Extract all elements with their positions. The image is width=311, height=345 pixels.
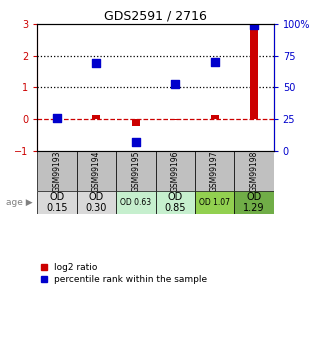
Title: GDS2591 / 2716: GDS2591 / 2716 xyxy=(104,10,207,23)
Bar xyxy=(234,151,274,191)
Text: OD 1.07: OD 1.07 xyxy=(199,198,230,207)
Text: GSM99198: GSM99198 xyxy=(249,150,258,191)
Bar xyxy=(37,191,77,214)
Bar xyxy=(250,29,258,119)
Bar xyxy=(171,119,179,120)
Bar xyxy=(211,115,219,119)
Text: GSM99195: GSM99195 xyxy=(131,150,140,191)
Bar xyxy=(77,191,116,214)
Bar xyxy=(156,191,195,214)
Text: GSM99197: GSM99197 xyxy=(210,150,219,191)
Text: GSM99193: GSM99193 xyxy=(53,150,62,191)
Bar xyxy=(37,151,77,191)
Text: OD
1.29: OD 1.29 xyxy=(243,192,265,213)
Bar xyxy=(195,191,234,214)
Bar xyxy=(92,115,100,119)
Bar xyxy=(234,191,274,214)
Text: OD
0.85: OD 0.85 xyxy=(165,192,186,213)
Legend: log2 ratio, percentile rank within the sample: log2 ratio, percentile rank within the s… xyxy=(42,263,207,284)
Bar xyxy=(116,191,156,214)
Point xyxy=(173,81,178,86)
Point xyxy=(252,23,257,28)
Text: OD
0.30: OD 0.30 xyxy=(86,192,107,213)
Bar xyxy=(195,151,234,191)
Point xyxy=(133,139,138,145)
Point xyxy=(54,115,59,120)
Bar xyxy=(116,151,156,191)
Text: OD 0.63: OD 0.63 xyxy=(120,198,151,207)
Bar xyxy=(132,119,140,126)
Bar xyxy=(53,119,61,121)
Bar xyxy=(156,151,195,191)
Text: age ▶: age ▶ xyxy=(6,198,33,207)
Point xyxy=(94,61,99,66)
Point xyxy=(212,59,217,65)
Text: GSM99196: GSM99196 xyxy=(171,150,180,191)
Bar xyxy=(77,151,116,191)
Text: OD
0.15: OD 0.15 xyxy=(46,192,68,213)
Text: GSM99194: GSM99194 xyxy=(92,150,101,191)
